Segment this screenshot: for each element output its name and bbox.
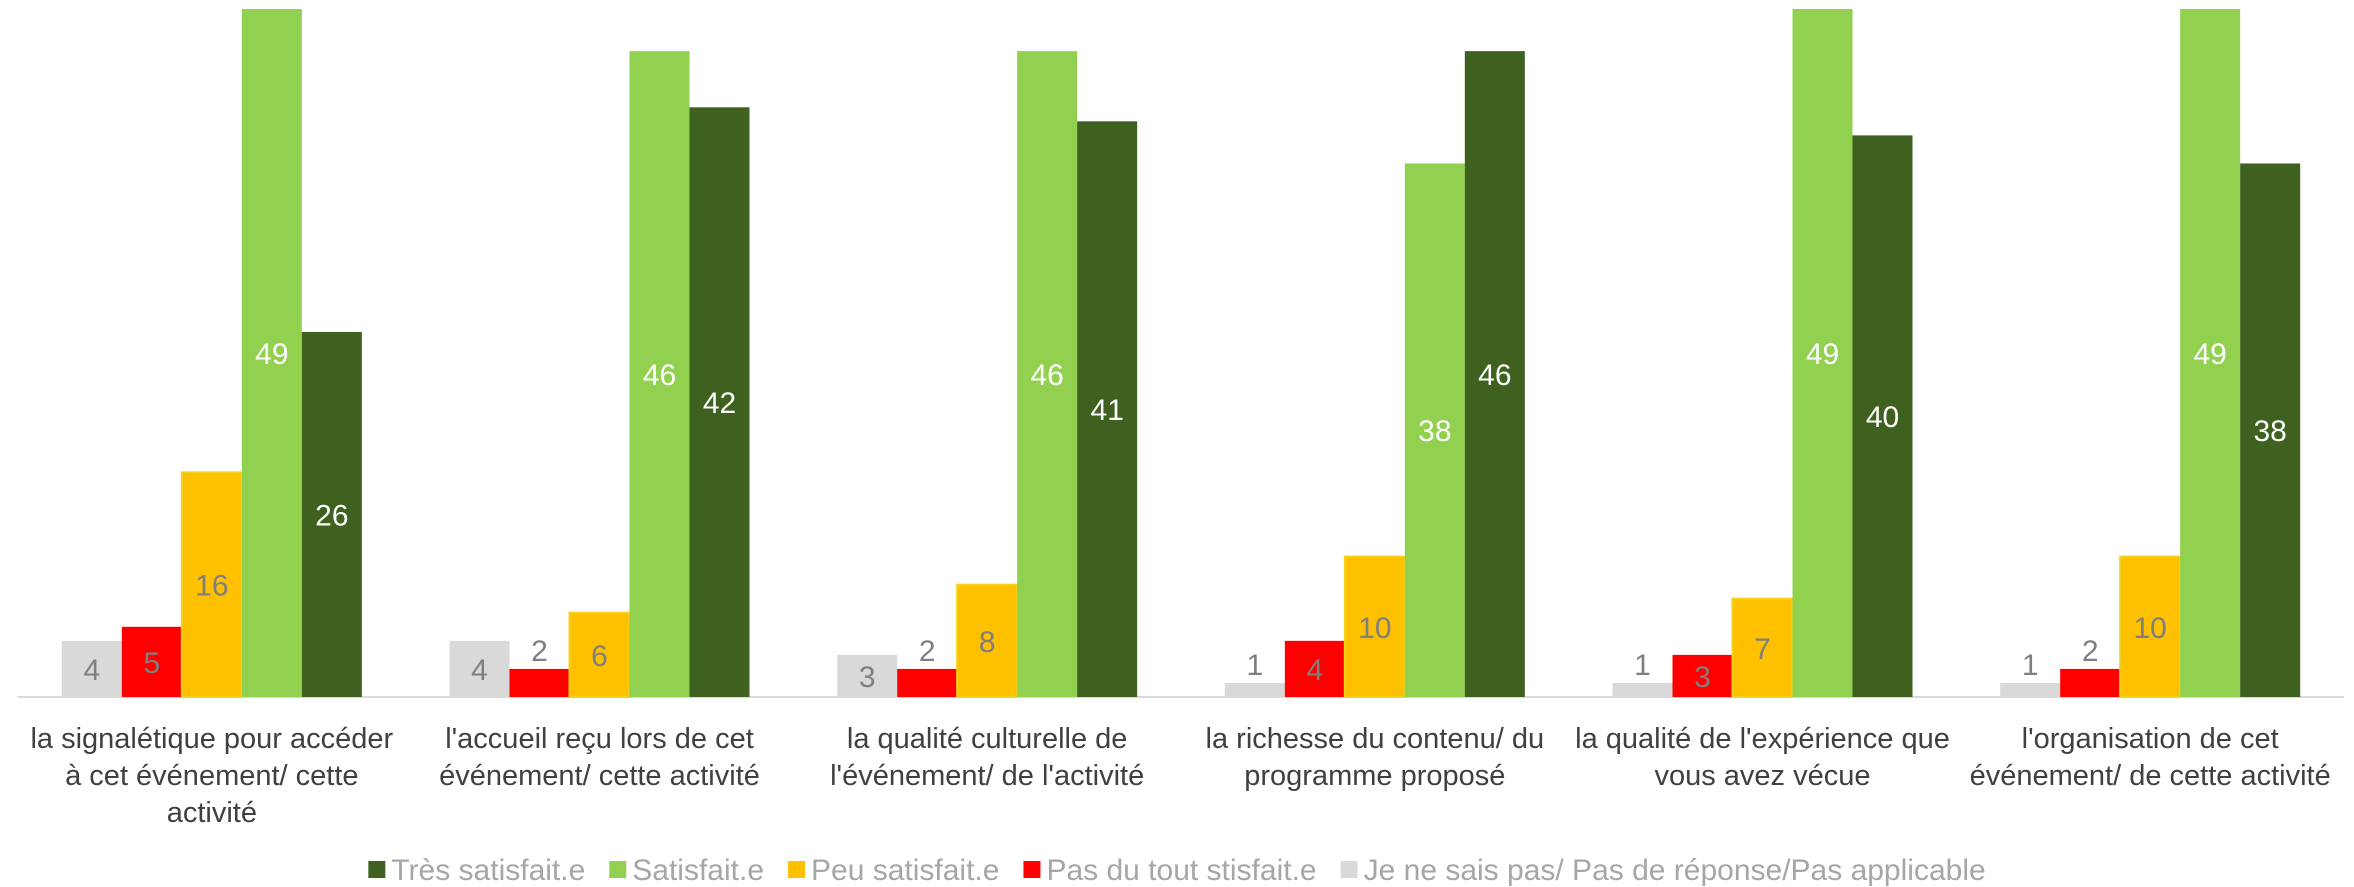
legend-label: Très satisfait.e [391,854,585,887]
data-label: 2 [531,635,548,668]
data-label: 6 [591,640,608,673]
bar [2119,555,2182,699]
bar [1852,135,1913,698]
legend-label: Peu satisfait.e [811,854,999,887]
data-label: 49 [1806,338,1839,371]
bar [2240,163,2301,697]
legend-label: Satisfait.e [632,854,764,887]
data-label: 46 [1478,359,1511,392]
x-tick-label: la qualité de l'expérience que vous avez … [1575,723,1950,792]
bar [61,640,122,697]
x-tick-label: l'accueil reçu lors de cet événement/ cet… [439,723,760,792]
bar [1017,51,1078,698]
data-label: 7 [1754,633,1771,666]
data-label: 1 [2022,649,2039,682]
legend-label: Je ne sais pas/ Pas de réponse/Pas appli… [1364,854,1986,887]
data-label: 5 [143,647,160,680]
bar [1464,51,1525,698]
data-label: 4 [471,654,488,687]
data-label: 3 [859,661,876,694]
data-label: 49 [2193,338,2226,371]
bar [1284,640,1345,697]
bar [897,668,958,697]
data-label: 3 [1694,661,1711,694]
data-label: 46 [643,359,676,392]
data-label: 10 [2133,612,2166,645]
bar [1792,9,1853,697]
legend-swatch [1340,861,1358,878]
bar [509,668,570,697]
bar [689,107,750,698]
legend-swatch [368,861,386,878]
bar [956,583,1019,698]
bar [1612,682,1673,697]
bar [241,9,302,697]
data-label: 38 [2253,415,2286,448]
data-label: 1 [1634,649,1651,682]
bar [449,640,510,697]
data-label: 26 [315,499,348,532]
data-label: 10 [1358,612,1391,645]
bar [629,51,690,698]
bar [1224,682,1285,697]
legend-swatch [788,861,806,878]
legend-label: Pas du tout stisfait.e [1046,854,1316,887]
data-label: 2 [919,635,936,668]
x-tick-label: l'organisation de cet événement/ de cette… [1970,723,2331,792]
data-label: 40 [1866,401,1899,434]
data-label: 38 [1418,415,1451,448]
bar [180,471,243,698]
bar [1672,654,1733,697]
bar [1077,121,1138,697]
legend-swatch [609,861,627,878]
data-label: 8 [979,626,996,659]
data-label: 46 [1030,359,1063,392]
data-label: 16 [195,570,228,603]
bar [2180,9,2241,697]
data-label: 1 [1246,649,1263,682]
bar [2060,668,2121,697]
x-tick-label: la signalétique pour accéder à cet événem… [30,723,393,829]
legend-swatch [1023,861,1041,878]
bar [2000,682,2061,697]
x-tick-label: la qualité culturelle de l'événement/ de … [830,723,1144,792]
x-tick-label: la richesse du contenu/ du programme prop… [1206,723,1545,792]
data-label: 2 [2082,635,2099,668]
bar [121,626,182,697]
bar [837,654,898,697]
bar [1731,597,1794,699]
bar [568,611,631,699]
data-label: 49 [255,338,288,371]
data-label: 4 [83,654,100,687]
data-label: 41 [1090,394,1123,427]
bar [1404,163,1465,697]
data-label: 4 [1306,654,1323,687]
bar [301,331,362,697]
data-label: 42 [703,387,736,420]
